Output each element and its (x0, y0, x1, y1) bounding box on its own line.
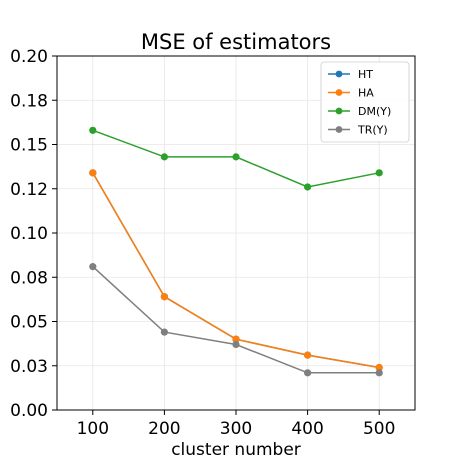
grid (57, 55, 415, 411)
y-axis: 0.00 0.03 0.05 0.08 0.10 0.12 0.15 0.18 0.20 (10, 47, 57, 421)
y-tick-label: 0.03 (10, 357, 48, 377)
legend-marker (335, 89, 343, 96)
y-tick-label: 0.15 (10, 136, 48, 156)
data-point (89, 126, 97, 134)
y-tick-label: 0.20 (10, 47, 48, 67)
legend-marker (335, 70, 343, 78)
data-point (160, 153, 168, 161)
y-tick-label: 0.08 (10, 268, 48, 288)
legend-label: HT (358, 68, 373, 81)
legend-marker (335, 126, 343, 133)
data-point (89, 169, 97, 177)
chart-title: MSE of estimators (141, 30, 331, 54)
y-tick-label: 0.10 (10, 224, 48, 244)
legend-label: TR(Y) (357, 124, 388, 137)
legend-label: DM(Y) (358, 105, 391, 118)
y-tick-label: 0.00 (10, 401, 48, 421)
series-dm-y (89, 126, 383, 191)
y-tick-label: 0.05 (10, 313, 48, 333)
y-tick-label: 0.18 (10, 91, 48, 111)
x-tick-label: 500 (363, 419, 395, 439)
x-tick-label: 400 (291, 419, 323, 439)
x-tick-label: 100 (77, 419, 109, 439)
series-layer (89, 126, 383, 377)
data-point (304, 351, 312, 359)
data-point (375, 363, 383, 372)
data-point (232, 153, 240, 161)
data-point (160, 293, 168, 301)
series-tr-y (89, 263, 383, 377)
data-point (304, 183, 312, 191)
data-point (89, 263, 97, 271)
legend-label: HA (358, 87, 374, 100)
x-axis-label: cluster number (171, 440, 301, 460)
y-tick-label: 0.12 (10, 180, 48, 200)
data-point (232, 340, 240, 349)
data-point (375, 369, 383, 377)
legend-marker (335, 107, 343, 115)
data-point (375, 169, 383, 177)
legend: HT HA DM(Y) TR(Y) (320, 61, 410, 143)
data-point (160, 328, 168, 336)
series-ha (89, 169, 383, 372)
x-axis: 100 200 300 400 500 (77, 410, 395, 439)
data-point (232, 335, 240, 343)
data-point (304, 369, 312, 377)
x-tick-label: 300 (220, 419, 252, 439)
legend-box (320, 61, 410, 143)
x-tick-label: 200 (148, 419, 180, 439)
